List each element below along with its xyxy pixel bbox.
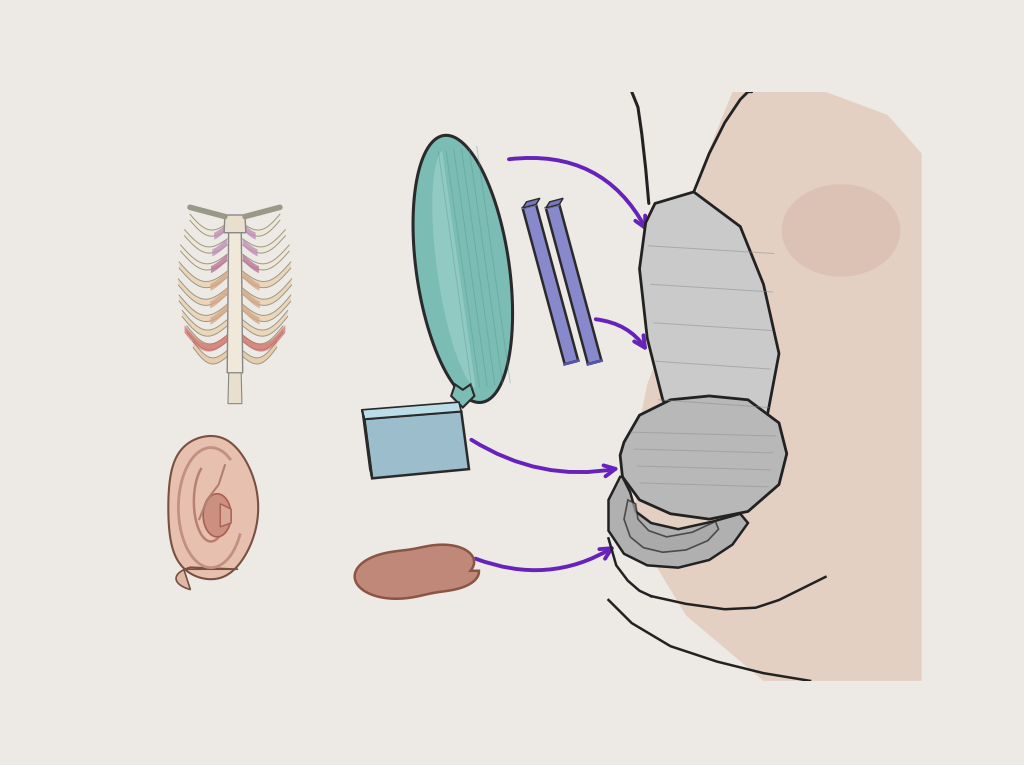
Polygon shape [362,402,461,419]
Polygon shape [187,326,227,350]
Polygon shape [243,325,286,352]
Polygon shape [211,254,227,273]
Polygon shape [624,500,719,552]
Polygon shape [228,373,242,404]
Polygon shape [168,436,258,579]
Polygon shape [194,341,227,364]
Polygon shape [214,223,227,239]
Polygon shape [210,288,227,308]
Polygon shape [203,493,231,537]
Polygon shape [243,288,260,308]
Polygon shape [243,223,256,239]
Polygon shape [179,262,227,288]
Polygon shape [243,311,288,336]
Polygon shape [243,239,258,256]
Polygon shape [522,204,579,364]
Polygon shape [546,198,563,208]
Polygon shape [362,410,372,478]
Polygon shape [190,214,227,236]
Polygon shape [243,254,259,273]
Polygon shape [184,230,227,253]
Polygon shape [522,198,540,208]
Polygon shape [243,230,286,253]
Polygon shape [354,545,479,599]
Polygon shape [452,384,474,408]
Polygon shape [210,304,227,324]
Polygon shape [243,214,280,236]
Polygon shape [243,295,291,321]
Polygon shape [178,279,227,305]
Polygon shape [640,192,779,450]
Polygon shape [432,151,475,388]
Polygon shape [243,304,259,324]
Polygon shape [621,396,786,519]
Polygon shape [608,477,748,568]
Polygon shape [243,279,292,305]
Polygon shape [210,271,227,291]
Polygon shape [781,184,900,277]
Polygon shape [632,92,922,681]
Polygon shape [180,245,227,270]
Polygon shape [220,503,231,527]
Polygon shape [224,215,246,233]
Polygon shape [182,311,227,336]
Polygon shape [365,412,469,478]
Polygon shape [243,245,289,270]
Polygon shape [176,567,238,590]
Polygon shape [227,219,243,373]
Polygon shape [243,341,276,364]
Polygon shape [184,325,227,352]
Polygon shape [243,271,259,291]
Polygon shape [413,135,513,402]
Polygon shape [212,239,227,256]
Polygon shape [179,295,227,321]
Polygon shape [243,262,291,288]
Polygon shape [546,204,601,364]
Polygon shape [243,326,283,350]
